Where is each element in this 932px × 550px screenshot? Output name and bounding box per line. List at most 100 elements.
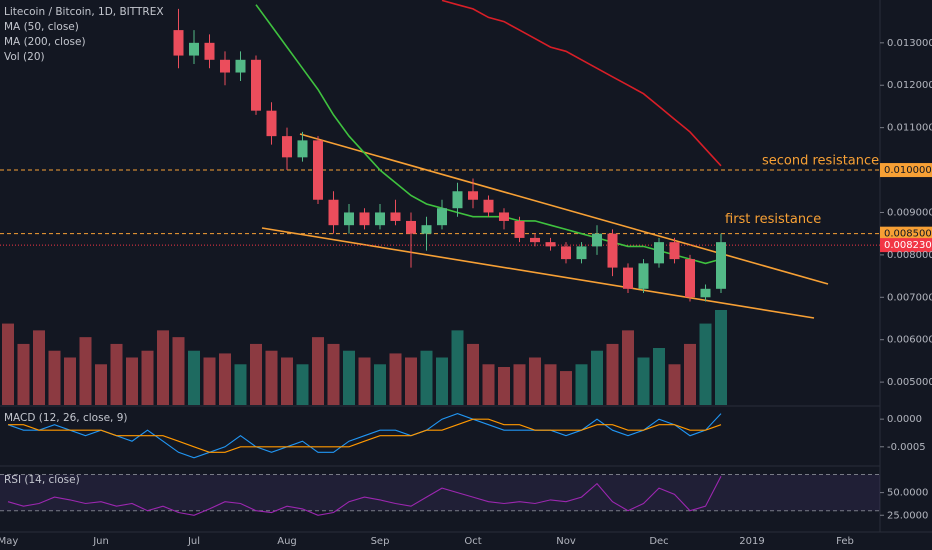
- candle-body: [297, 140, 308, 158]
- volume-bar: [141, 350, 154, 405]
- legend-entry: Vol (20): [4, 51, 45, 63]
- y-tick-label: 0.00800000: [887, 250, 932, 261]
- chart-title: Litecoin / Bitcoin, 1D, BITTREX: [4, 6, 164, 18]
- x-tick-label: May: [0, 536, 18, 547]
- level-label: second resistance: [762, 154, 879, 169]
- volume-bar: [389, 353, 402, 405]
- axes: 0.01000000 0.008500000.00823000 0.00500000…: [0, 38, 932, 547]
- candle-body: [452, 191, 463, 209]
- line-series: [8, 418, 722, 453]
- volume-bar: [2, 323, 14, 405]
- volume-bar: [606, 343, 619, 405]
- volume-bar: [637, 357, 650, 405]
- volume-bar: [33, 330, 45, 405]
- trendline: [261, 227, 815, 319]
- line-series: [441, 0, 722, 167]
- line-series: [7, 476, 722, 516]
- candle-body: [235, 59, 246, 73]
- volume-bar: [420, 350, 433, 405]
- volume-bar: [172, 337, 185, 405]
- volume-bar: [498, 367, 510, 405]
- volume-bar: [591, 350, 603, 405]
- volume-bar: [219, 353, 231, 405]
- volume-bar: [513, 364, 526, 405]
- x-tick-label: Jul: [187, 536, 200, 547]
- candle-body: [545, 242, 556, 247]
- candle-body: [204, 42, 215, 60]
- candle-body: [514, 220, 525, 238]
- y-tick-label: 50.0000: [887, 488, 928, 499]
- candle-body: [437, 208, 447, 226]
- volume-bar: [17, 343, 30, 405]
- candle-body: [530, 237, 540, 243]
- volume-bar: [529, 357, 541, 405]
- candle-body: [406, 220, 416, 234]
- price-box: [880, 163, 932, 178]
- candle-body: [654, 242, 664, 264]
- volume-bar: [296, 364, 309, 405]
- candle-body: [189, 42, 199, 56]
- y-tick-label: 0.00900000: [887, 207, 932, 218]
- pane-title: RSI (14, close): [4, 474, 80, 486]
- y-tick-label: 0.00500000: [887, 377, 932, 388]
- candle-body: [669, 242, 680, 260]
- volume-bar: [374, 364, 386, 405]
- trendline: [299, 133, 829, 285]
- price-label: 0.01000000: [884, 165, 932, 176]
- y-tick-label: 0.01100000: [887, 123, 932, 134]
- x-tick-label: Dec: [649, 536, 668, 547]
- candle-body: [344, 212, 354, 226]
- volume-bar: [405, 357, 417, 405]
- legend-entry: MA (200, close): [4, 36, 86, 48]
- candle-body: [359, 212, 370, 226]
- candle-body: [592, 233, 602, 247]
- volume-bar: [622, 330, 634, 405]
- candle-body: [390, 212, 401, 221]
- macd-pane: [7, 413, 722, 459]
- y-tick-label: 0.01300000: [887, 38, 932, 49]
- candle-body: [576, 246, 587, 260]
- price-label: 0.00823000: [884, 240, 932, 251]
- volume-bar: [48, 350, 61, 405]
- volume-bar: [250, 343, 262, 405]
- candle-body: [421, 225, 432, 234]
- candle-body: [173, 30, 184, 56]
- volume-bar: [95, 364, 107, 405]
- y-tick-label: 0.0000: [887, 414, 922, 425]
- volume-bar: [653, 348, 665, 405]
- candle-body: [561, 246, 571, 260]
- y-tick-label: 25.0000: [887, 510, 928, 521]
- candle-body: [685, 259, 695, 298]
- volume-bar: [699, 323, 712, 405]
- x-tick-label: Jun: [92, 536, 109, 547]
- volume-bar: [203, 357, 216, 405]
- level-label: first resistance: [725, 212, 821, 227]
- x-tick-label: Sep: [371, 536, 390, 547]
- y-tick-label: -0.0005: [887, 442, 926, 453]
- candle-body: [700, 288, 711, 298]
- rsi-band: [0, 474, 880, 511]
- candle-body: [313, 140, 323, 200]
- pane-title: MACD (12, 26, close, 9): [4, 412, 127, 424]
- volume-bar: [560, 371, 572, 405]
- volume-bar: [265, 350, 278, 405]
- candle-body: [282, 136, 292, 158]
- candle-body: [607, 233, 618, 268]
- line-series: [7, 413, 722, 459]
- volume-bar: [684, 343, 696, 405]
- volume-bar: [451, 330, 464, 405]
- candle-body: [220, 59, 230, 73]
- volume-bar: [715, 310, 727, 405]
- volume-bar: [544, 364, 557, 405]
- rsi-pane: [0, 474, 880, 516]
- price-label: 0.00850000: [884, 229, 932, 240]
- y-tick-label: 0.00600000: [887, 335, 932, 346]
- candle-body: [499, 212, 509, 221]
- volume-bar: [668, 364, 681, 405]
- volume-bar: [234, 364, 247, 405]
- candle-body: [375, 212, 385, 226]
- volume-bar: [64, 357, 76, 405]
- candle-body: [328, 199, 339, 226]
- candle-body: [483, 199, 494, 213]
